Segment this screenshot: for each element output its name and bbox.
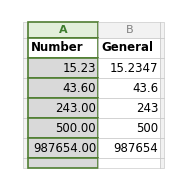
Bar bbox=[28, 58, 98, 78]
Bar bbox=[98, 118, 160, 138]
Text: 243: 243 bbox=[136, 102, 158, 115]
Bar bbox=[23, 138, 28, 158]
Bar bbox=[23, 22, 28, 38]
Text: 987654: 987654 bbox=[113, 142, 158, 155]
Text: 15.2347: 15.2347 bbox=[110, 62, 158, 74]
Bar bbox=[98, 78, 160, 98]
Text: 987654.00: 987654.00 bbox=[33, 142, 96, 155]
Text: 15.23: 15.23 bbox=[63, 62, 96, 74]
Bar bbox=[23, 78, 28, 98]
Bar bbox=[160, 158, 164, 168]
Bar bbox=[28, 78, 98, 98]
Bar bbox=[160, 138, 164, 158]
Text: 243.00: 243.00 bbox=[55, 102, 96, 115]
Bar bbox=[98, 38, 160, 58]
Text: A: A bbox=[59, 25, 68, 35]
Bar bbox=[28, 138, 98, 158]
Bar bbox=[160, 78, 164, 98]
Bar bbox=[28, 22, 98, 38]
Bar bbox=[28, 38, 98, 58]
Text: 43.6: 43.6 bbox=[132, 82, 158, 95]
Bar bbox=[160, 38, 164, 58]
Bar bbox=[28, 98, 98, 118]
Bar bbox=[160, 118, 164, 138]
Bar bbox=[23, 158, 28, 168]
Text: 500.00: 500.00 bbox=[56, 122, 96, 135]
Bar bbox=[23, 58, 28, 78]
Bar bbox=[98, 158, 160, 168]
Bar bbox=[160, 58, 164, 78]
Bar bbox=[98, 58, 160, 78]
Bar bbox=[23, 38, 28, 58]
Bar bbox=[28, 158, 98, 168]
Bar bbox=[23, 98, 28, 118]
Bar bbox=[160, 22, 164, 38]
Text: General: General bbox=[101, 41, 153, 54]
Text: Number: Number bbox=[31, 41, 84, 54]
Text: B: B bbox=[125, 25, 133, 35]
Bar bbox=[98, 22, 160, 38]
Text: 500: 500 bbox=[136, 122, 158, 135]
Bar bbox=[160, 98, 164, 118]
Bar bbox=[98, 138, 160, 158]
Bar bbox=[98, 98, 160, 118]
Text: 43.60: 43.60 bbox=[63, 82, 96, 95]
Bar bbox=[23, 118, 28, 138]
Bar bbox=[28, 118, 98, 138]
